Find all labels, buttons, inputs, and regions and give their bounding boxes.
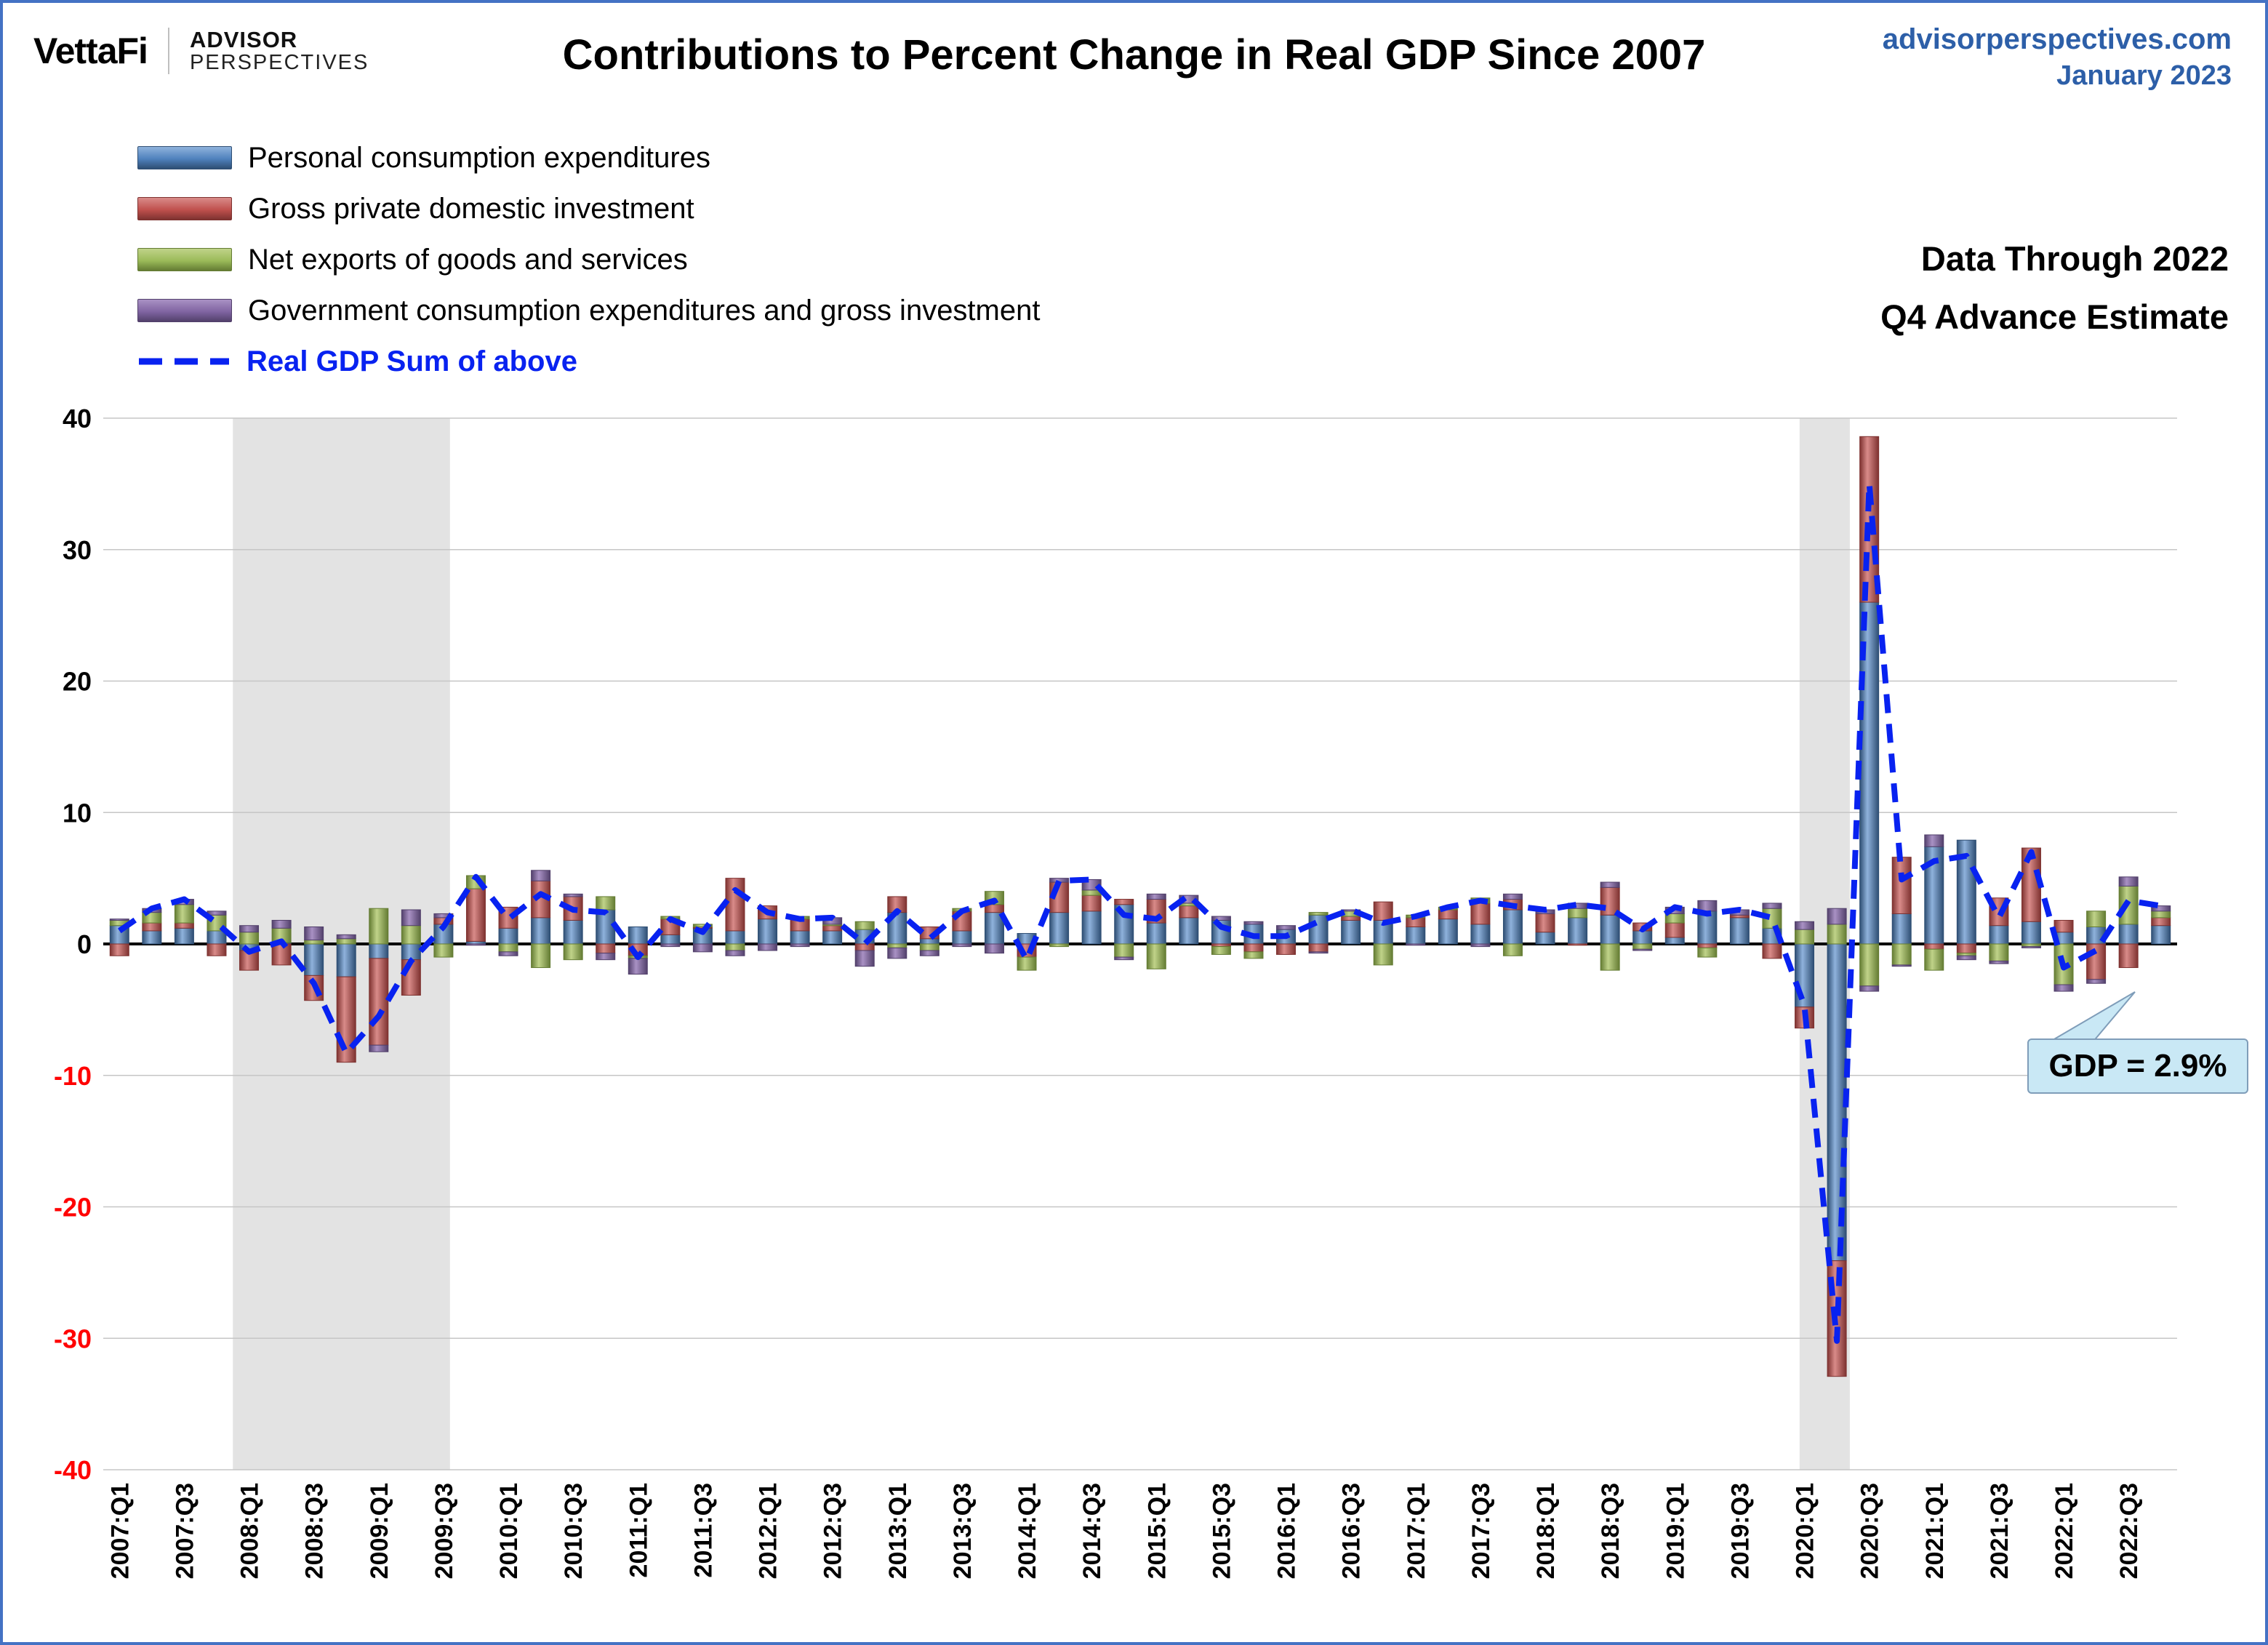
svg-text:2015:Q1: 2015:Q1 — [1143, 1483, 1171, 1579]
svg-text:2014:Q1: 2014:Q1 — [1014, 1483, 1041, 1579]
svg-text:-40: -40 — [54, 1455, 92, 1485]
svg-text:2019:Q3: 2019:Q3 — [1726, 1483, 1754, 1579]
legend-item-net-exports: Net exports of goods and services — [137, 234, 1040, 285]
legend: Personal consumption expenditures Gross … — [137, 132, 1040, 387]
data-through-note: Data Through 2022 Q4 Advance Estimate — [1880, 239, 2229, 336]
svg-text:2014:Q3: 2014:Q3 — [1078, 1483, 1106, 1579]
vettafi-logo: VettaFi — [33, 31, 148, 71]
government-swatch-icon — [137, 299, 232, 322]
legend-item-pce: Personal consumption expenditures — [137, 132, 1040, 183]
svg-text:2021:Q1: 2021:Q1 — [1921, 1483, 1949, 1579]
real-gdp-line — [118, 481, 2162, 1344]
legend-item-government: Government consumption expenditures and … — [137, 285, 1040, 336]
svg-text:2017:Q3: 2017:Q3 — [1467, 1483, 1495, 1579]
svg-text:2009:Q1: 2009:Q1 — [366, 1483, 393, 1579]
svg-text:2012:Q3: 2012:Q3 — [820, 1483, 847, 1579]
svg-text:2008:Q1: 2008:Q1 — [236, 1483, 264, 1579]
svg-text:2012:Q1: 2012:Q1 — [755, 1483, 782, 1579]
svg-text:2019:Q1: 2019:Q1 — [1662, 1483, 1689, 1579]
legend-item-investment: Gross private domestic investment — [137, 183, 1040, 234]
advisor-perspectives-logo: ADVISOR PERSPECTIVES — [189, 26, 369, 75]
svg-text:10: 10 — [63, 798, 92, 828]
gridlines-and-y-labels: -40 -30 -20 -10 0 10 20 30 40 — [54, 404, 2177, 1485]
legend-item-gdp-line: Real GDP Sum of above — [137, 336, 1040, 387]
svg-text:2017:Q1: 2017:Q1 — [1403, 1483, 1430, 1579]
svg-text:2009:Q3: 2009:Q3 — [430, 1483, 458, 1579]
svg-text:2021:Q3: 2021:Q3 — [1986, 1483, 2013, 1579]
gdp-contributions-chart: -40 -30 -20 -10 0 10 20 30 40 2007:Q1 2007:Q3 2008:… — [54, 404, 2177, 1579]
brand-divider — [167, 28, 169, 74]
svg-text:2010:Q1: 2010:Q1 — [495, 1483, 523, 1579]
svg-text:-10: -10 — [54, 1061, 92, 1091]
svg-text:2018:Q3: 2018:Q3 — [1597, 1483, 1624, 1579]
svg-text:2007:Q3: 2007:Q3 — [171, 1483, 199, 1579]
site-attribution: advisorperspectives.com January 2023 — [1883, 23, 2232, 92]
brand-block: VettaFi ADVISOR PERSPECTIVES — [33, 28, 369, 74]
svg-text:2018:Q1: 2018:Q1 — [1532, 1483, 1560, 1579]
svg-text:2020:Q1: 2020:Q1 — [1792, 1483, 1819, 1579]
svg-text:2022:Q1: 2022:Q1 — [2051, 1483, 2078, 1579]
svg-text:20: 20 — [63, 667, 92, 697]
svg-text:2011:Q3: 2011:Q3 — [689, 1483, 717, 1577]
site-url: advisorperspectives.com — [1882, 23, 2232, 55]
svg-text:2010:Q3: 2010:Q3 — [560, 1483, 588, 1579]
svg-text:2007:Q1: 2007:Q1 — [106, 1483, 134, 1579]
x-axis-labels: 2007:Q1 2007:Q3 2008:Q1 2008:Q3 2009:Q1 2009:… — [106, 1483, 2143, 1579]
svg-text:0: 0 — [77, 929, 92, 959]
svg-text:2015:Q3: 2015:Q3 — [1208, 1483, 1235, 1579]
svg-text:2020:Q3: 2020:Q3 — [1856, 1483, 1884, 1579]
page-title: Contributions to Percent Change in Real … — [562, 31, 1706, 79]
svg-text:30: 30 — [63, 535, 92, 565]
svg-text:2011:Q1: 2011:Q1 — [625, 1483, 652, 1577]
svg-text:40: 40 — [63, 404, 92, 433]
gdp-callout: GDP = 2.9% — [2027, 1038, 2248, 1094]
svg-text:2016:Q1: 2016:Q1 — [1273, 1483, 1301, 1579]
svg-text:2016:Q3: 2016:Q3 — [1338, 1483, 1366, 1579]
svg-text:2008:Q3: 2008:Q3 — [301, 1483, 329, 1579]
stacked-bars — [109, 436, 2171, 1377]
investment-swatch-icon — [137, 197, 232, 220]
svg-text:-20: -20 — [54, 1193, 92, 1222]
svg-text:2013:Q3: 2013:Q3 — [949, 1483, 977, 1579]
pce-swatch-icon — [137, 146, 232, 169]
site-date: January 2023 — [2056, 60, 2232, 91]
dashed-line-icon — [139, 358, 229, 365]
net-exports-swatch-icon — [137, 248, 232, 271]
svg-text:2022:Q3: 2022:Q3 — [2115, 1483, 2143, 1579]
svg-text:2013:Q1: 2013:Q1 — [884, 1483, 912, 1579]
svg-text:-30: -30 — [54, 1324, 92, 1353]
